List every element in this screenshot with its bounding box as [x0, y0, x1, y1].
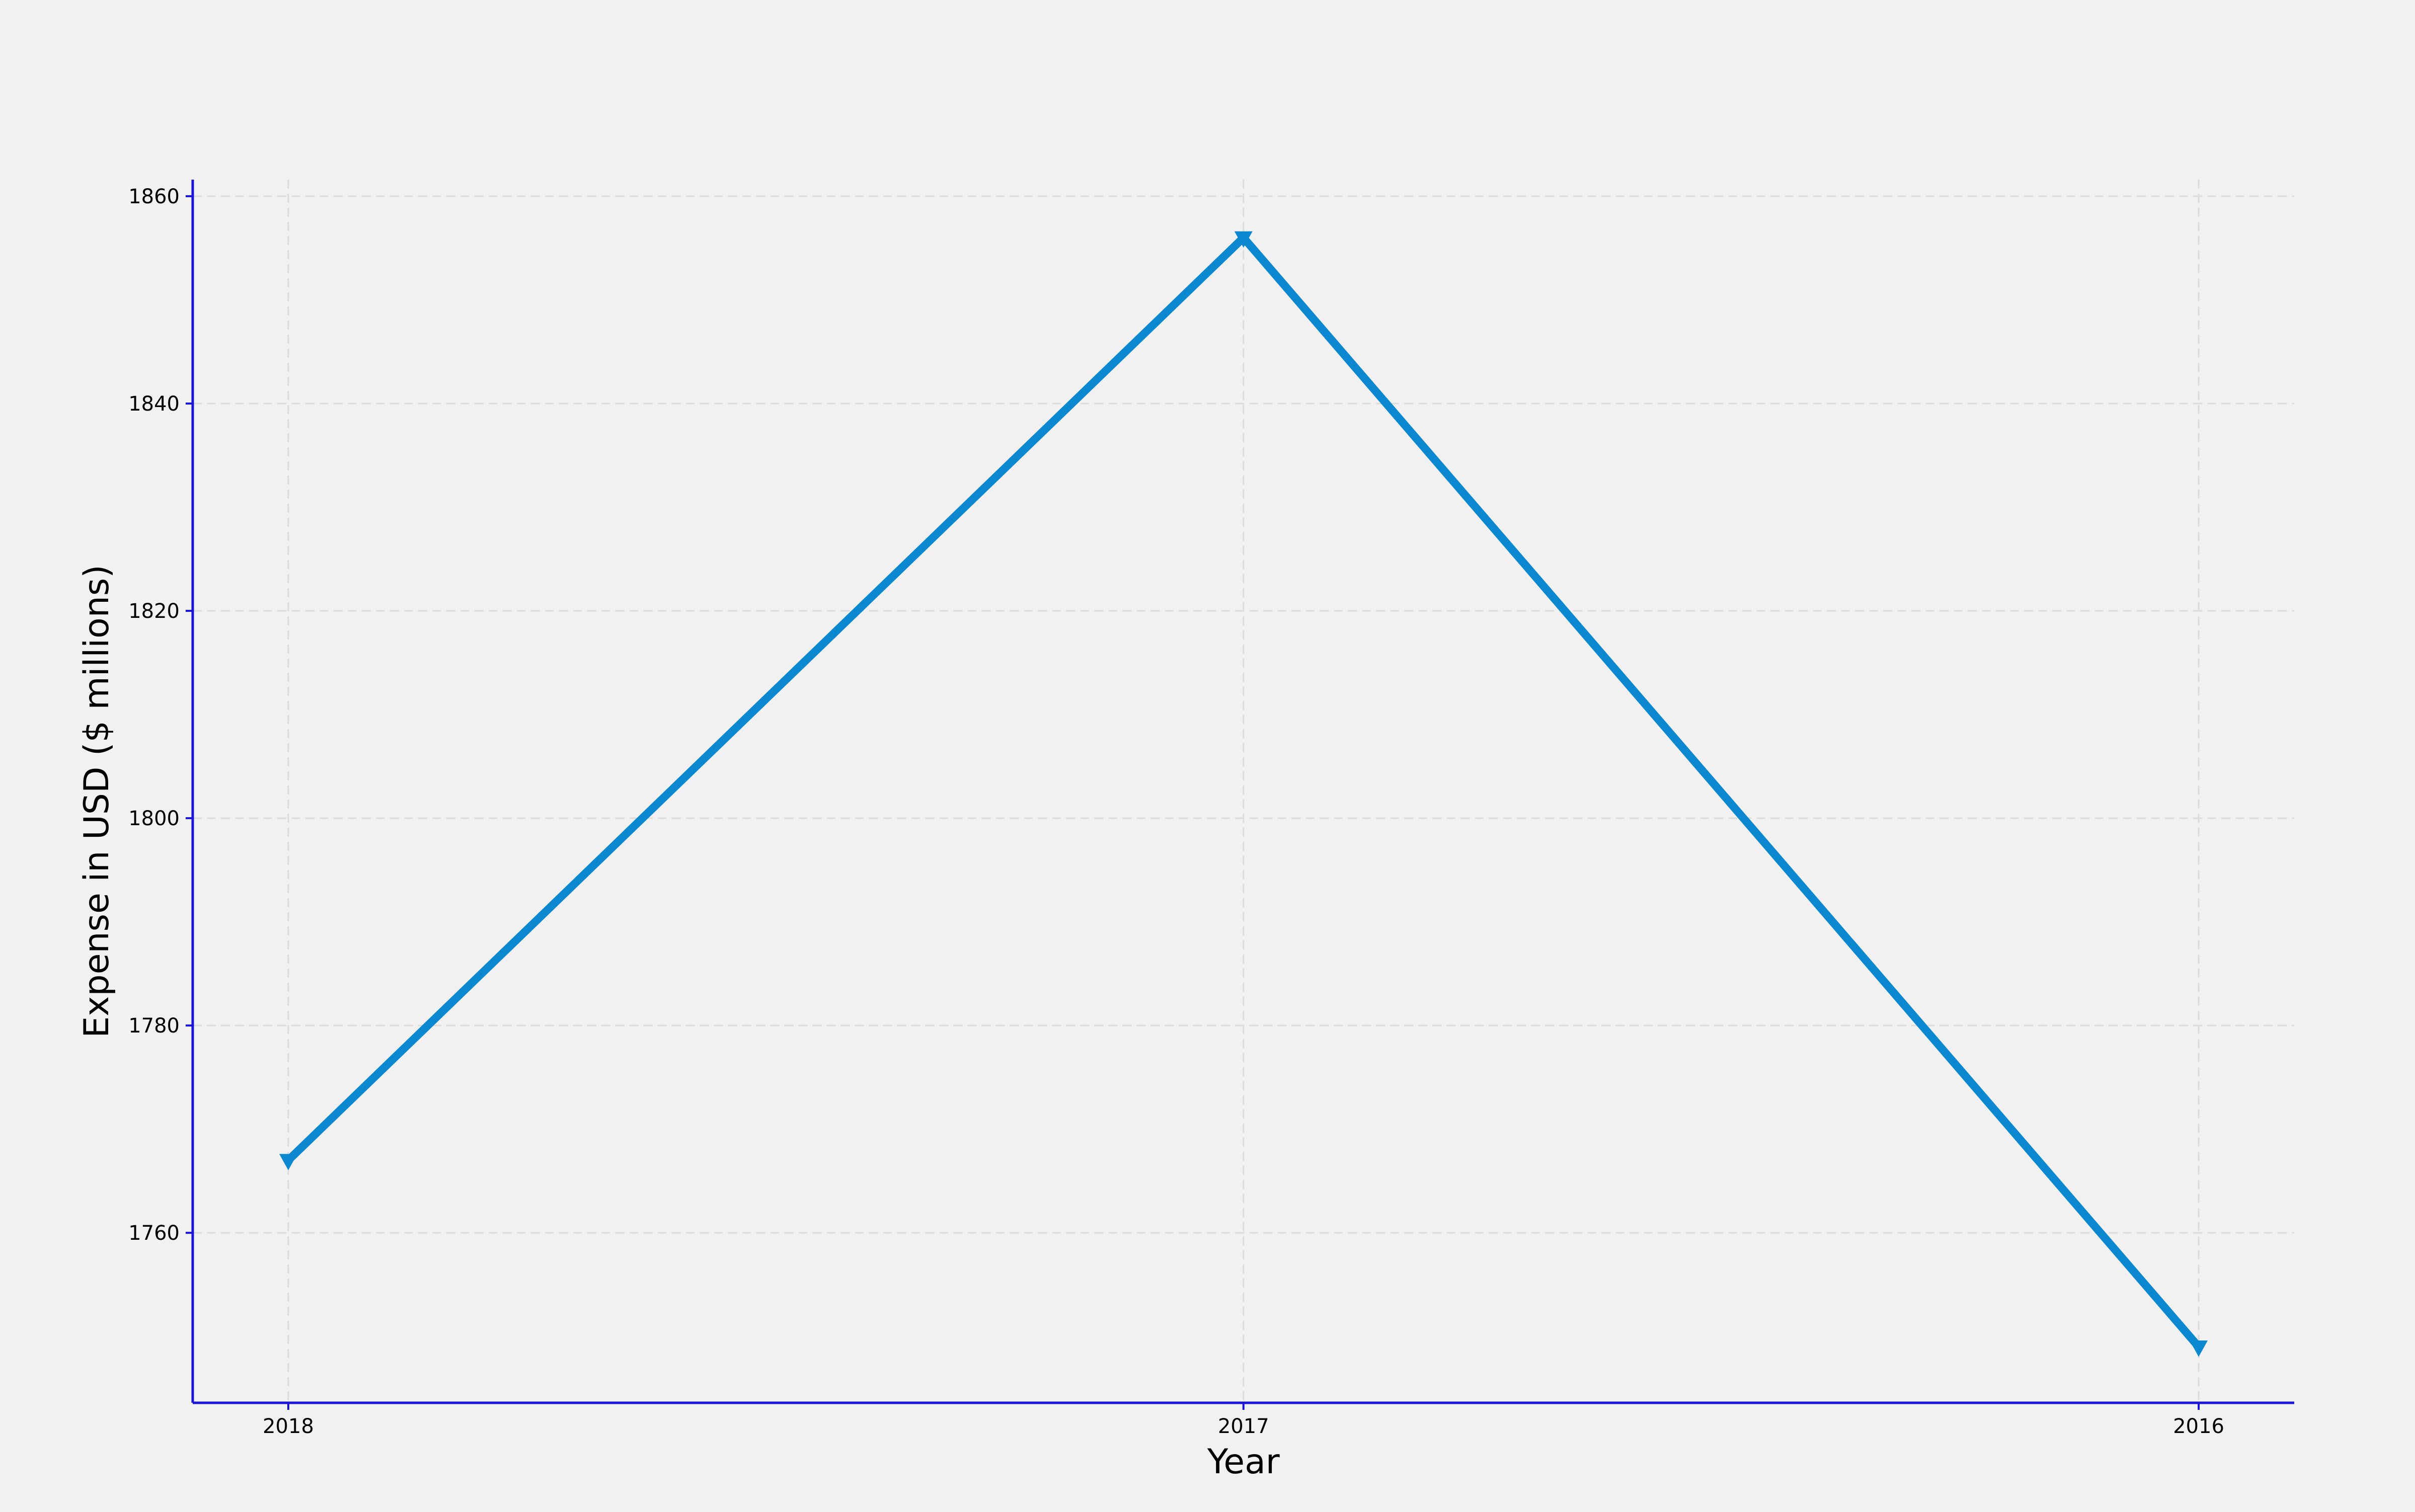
- x-axis-label: Year: [1207, 1442, 1280, 1482]
- series-layer: [279, 231, 2208, 1357]
- y-tick-label: 1840: [128, 392, 180, 416]
- grid-lines: [193, 180, 2294, 1403]
- y-tick-label: 1800: [128, 807, 180, 830]
- x-tick-label: 2016: [2173, 1415, 2224, 1438]
- y-tick-label: 1860: [128, 185, 180, 208]
- x-tick-label: 2017: [1218, 1415, 1269, 1438]
- y-tick-label: 1760: [128, 1222, 180, 1245]
- axes: 1760 1780 1800 1820 1840 1860 2018 2017 2016: [128, 180, 2294, 1438]
- data-point-marker: [279, 1154, 297, 1170]
- y-tick-label: 1820: [128, 600, 180, 623]
- y-axis-label: Expense in USD ($ millions): [77, 565, 117, 1038]
- y-tick-label: 1780: [128, 1014, 180, 1038]
- x-tick-label: 2018: [263, 1415, 314, 1438]
- axis-labels: Year Expense in USD ($ millions): [77, 565, 1280, 1482]
- data-point-marker: [2190, 1340, 2208, 1357]
- data-point-marker: [1234, 231, 1253, 248]
